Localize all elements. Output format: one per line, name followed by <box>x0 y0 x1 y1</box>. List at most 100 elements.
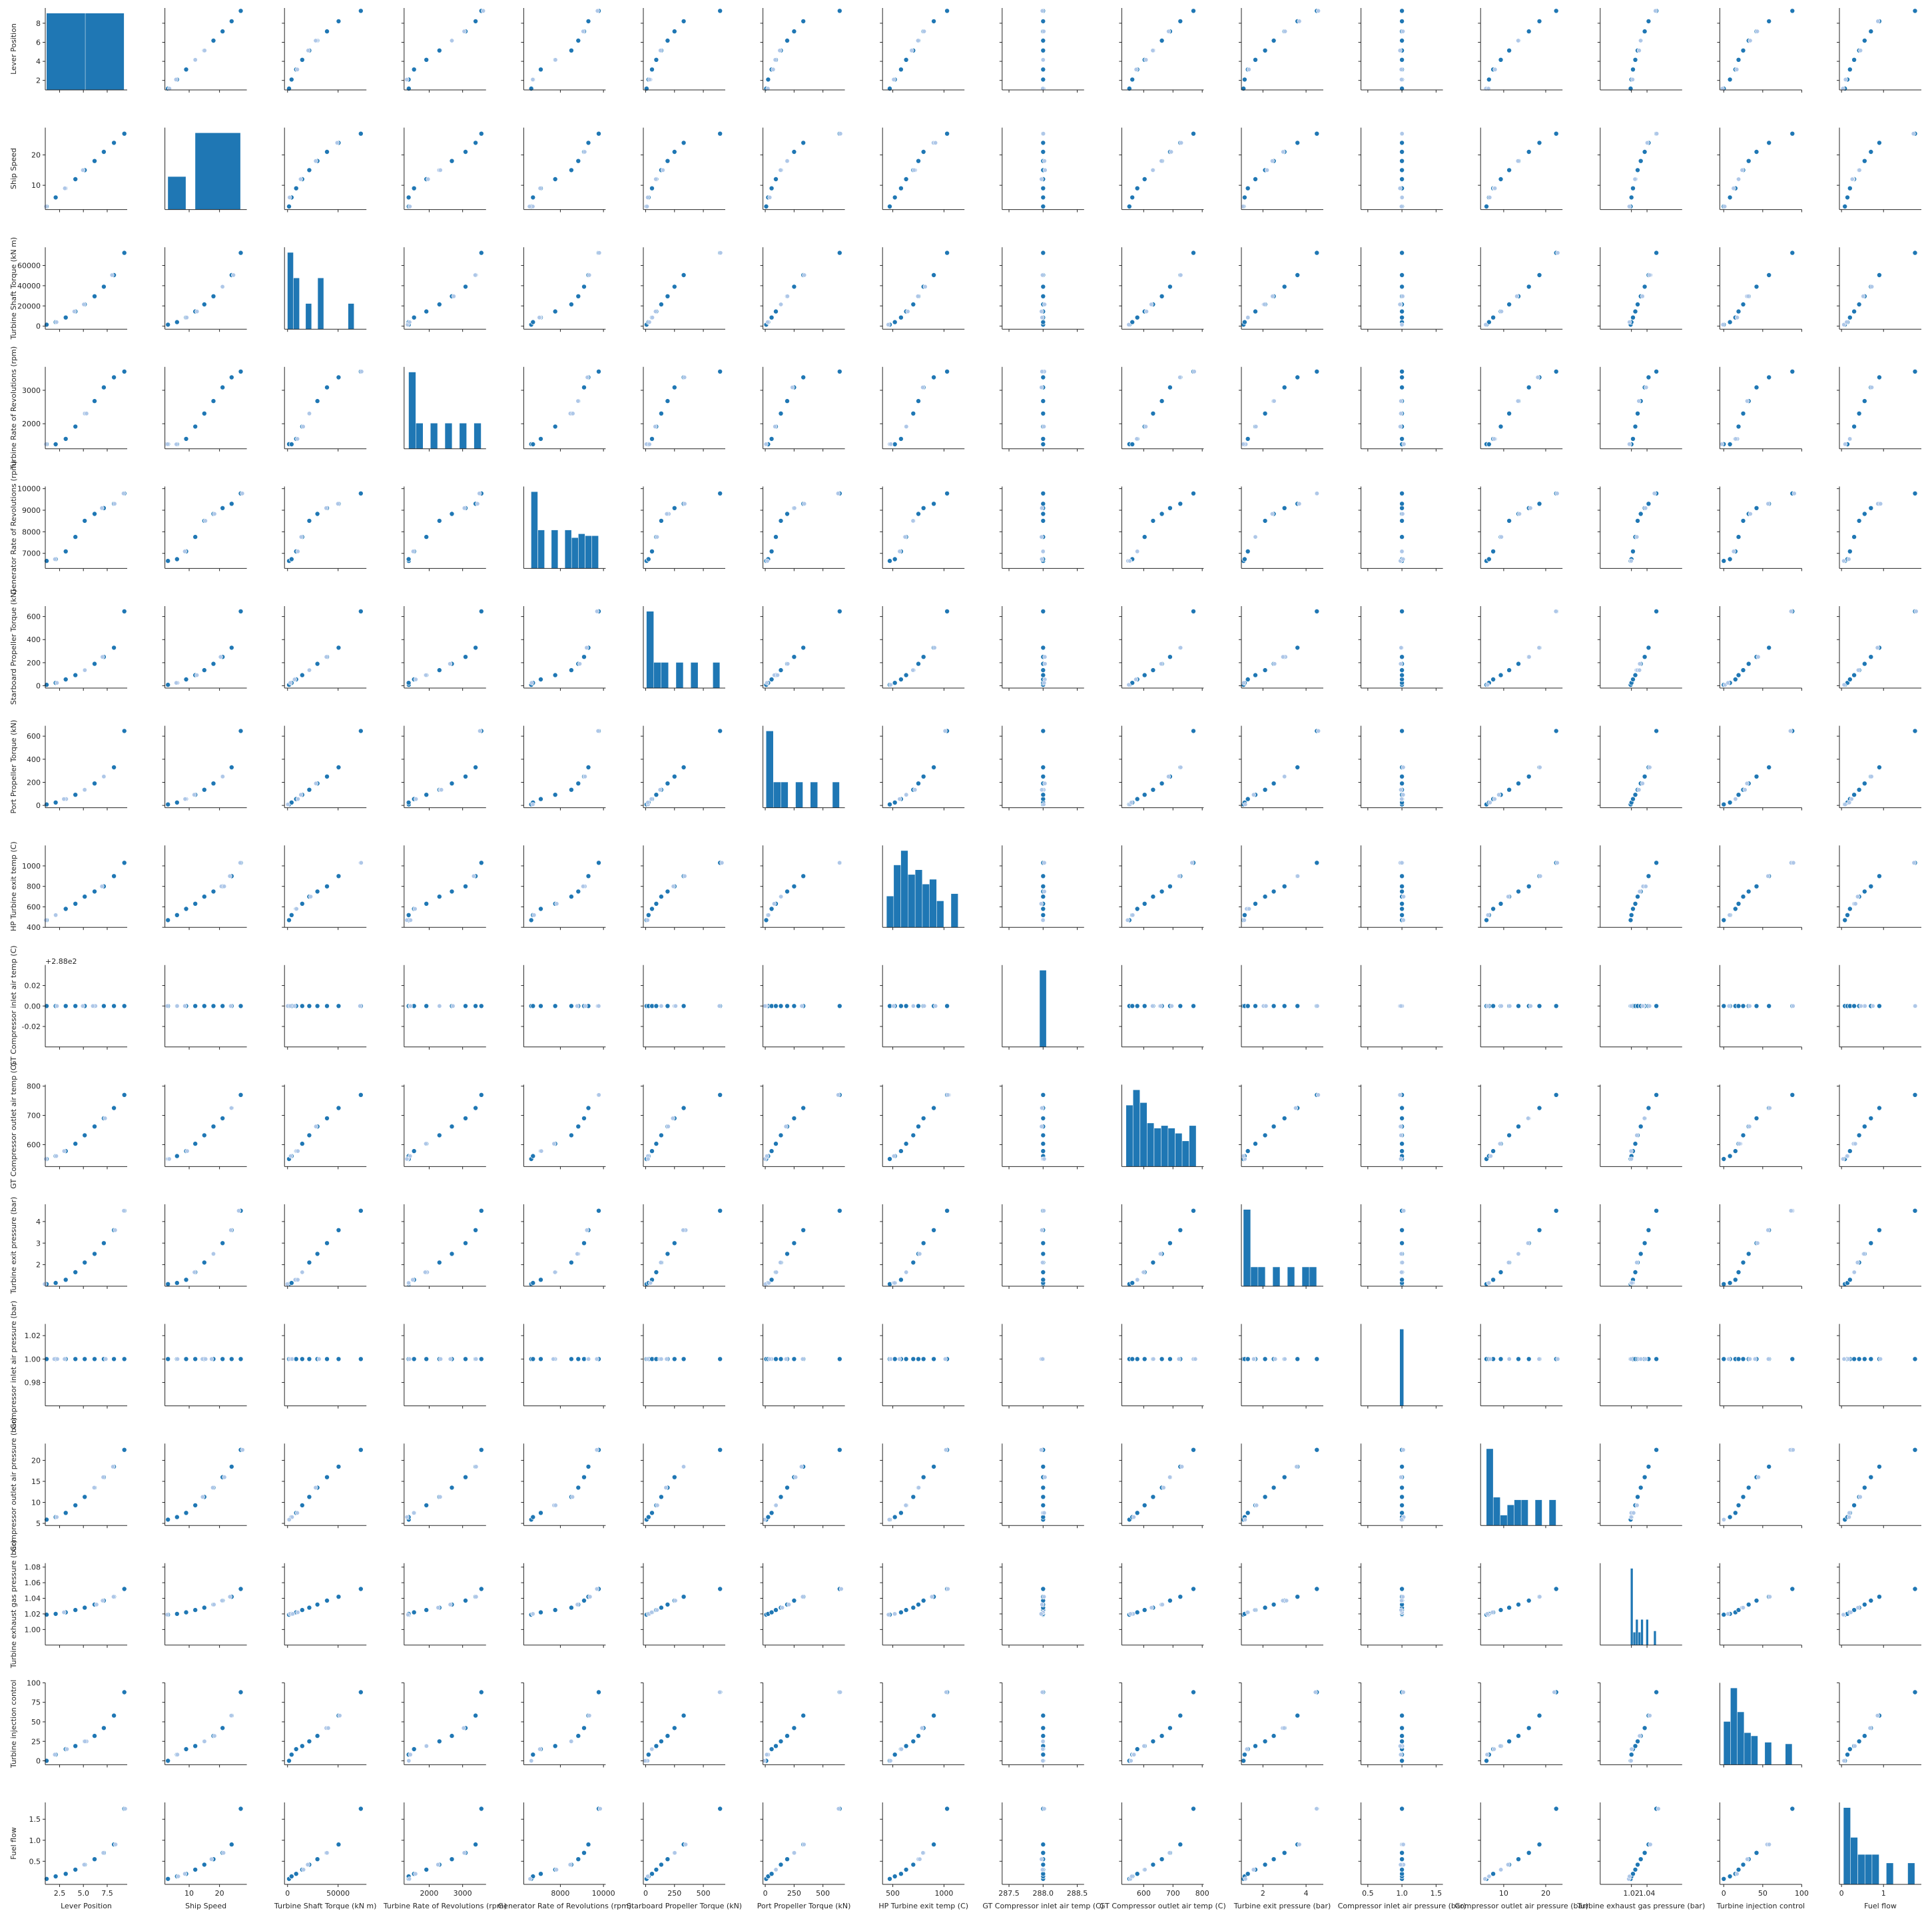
scatter-point <box>1129 1003 1135 1009</box>
scatter-point <box>838 1690 843 1695</box>
histogram-bar <box>1549 1499 1556 1526</box>
scatter-point <box>1399 1510 1405 1516</box>
scatter-point <box>299 901 305 907</box>
y-axis-label: Compressor inlet air pressure (bar) <box>9 1301 18 1429</box>
scatter-point <box>774 1270 779 1275</box>
scatter-point <box>1627 320 1632 325</box>
scatter-point <box>1483 203 1489 209</box>
scatter-point <box>308 894 313 899</box>
scatter-point <box>1644 385 1649 390</box>
scatter-point <box>1245 185 1251 191</box>
scatter-point <box>192 1356 198 1362</box>
scatter-point <box>778 410 784 416</box>
y-tick-label: 100 <box>27 1679 41 1687</box>
scatter-point <box>1399 787 1404 793</box>
scatter-point <box>1150 894 1156 900</box>
scatter-point <box>1040 77 1046 83</box>
y-tick-label: 1.02 <box>25 1332 41 1340</box>
scatter-point <box>553 1503 558 1508</box>
histogram-bar <box>691 662 698 688</box>
scatter-point <box>238 250 244 256</box>
scatter-point <box>1040 57 1046 63</box>
scatter-point <box>473 140 479 146</box>
scatter-point <box>1553 368 1559 374</box>
histogram-bar <box>531 492 538 569</box>
scatter-point <box>570 411 575 416</box>
scatter-point <box>73 1270 79 1276</box>
scatter-point <box>1506 787 1512 793</box>
scatter-point <box>313 781 318 786</box>
scatter-point <box>1399 1517 1405 1522</box>
scatter-point <box>1498 57 1504 63</box>
scatter-point <box>1399 912 1405 918</box>
scatter-point <box>772 901 777 907</box>
scatter-point <box>1851 534 1857 540</box>
panel-turbine-shaft-torque-kn-m-vs-turbine-exhaust-gas-pressure-bar <box>1597 247 1682 332</box>
scatter-point <box>1553 131 1559 137</box>
histogram-bar <box>571 538 578 569</box>
scatter-point <box>82 518 88 524</box>
scatter-point <box>1040 518 1046 524</box>
scatter-point <box>1399 411 1404 416</box>
scatter-point <box>1399 1494 1405 1500</box>
scatter-point <box>1176 1356 1181 1361</box>
scatter-point <box>1788 609 1793 614</box>
scatter-point <box>1536 1356 1542 1361</box>
scatter-point <box>111 374 117 380</box>
scatter-point <box>1042 1475 1048 1480</box>
scatter-point <box>791 1115 797 1121</box>
scatter-point <box>594 609 599 614</box>
scatter-point <box>1262 518 1268 524</box>
scatter-point <box>1754 149 1760 155</box>
scatter-point <box>1756 654 1761 659</box>
scatter-point <box>1159 398 1165 404</box>
scatter-point <box>295 436 300 442</box>
scatter-point <box>943 1447 948 1453</box>
scatter-point <box>1746 661 1752 667</box>
scatter-point <box>192 1141 198 1147</box>
scatter-point <box>238 1689 244 1695</box>
scatter-point <box>659 1003 664 1008</box>
scatter-point <box>1253 672 1259 678</box>
scatter-point <box>891 77 896 82</box>
scatter-point <box>473 1713 479 1719</box>
scatter-point <box>1253 424 1259 429</box>
scatter-point <box>448 1602 453 1607</box>
scatter-point <box>1646 374 1652 380</box>
scatter-point <box>838 1587 844 1592</box>
scatter-point <box>1538 873 1543 879</box>
panel-turbine-rate-of-revolutions-rpm-vs-turbine-injection-control <box>1717 366 1802 452</box>
scatter-point <box>1869 774 1874 779</box>
panel-starboard-propeller-torque-kn-vs-fuel-flow <box>1837 606 1921 691</box>
scatter-point <box>645 1752 651 1758</box>
scatter-point <box>1843 77 1848 82</box>
scatter-point <box>1191 369 1197 374</box>
scatter-point <box>121 1586 127 1592</box>
scatter-point <box>898 67 904 73</box>
scatter-point <box>769 677 775 683</box>
scatter-point <box>644 204 649 209</box>
scatter-point <box>1856 1132 1862 1138</box>
scatter-point <box>1913 1003 1918 1008</box>
scatter-point <box>1144 309 1149 314</box>
scatter-point <box>424 308 430 314</box>
scatter-point <box>449 1733 455 1739</box>
scatter-point <box>1125 917 1130 923</box>
scatter-point <box>201 667 207 673</box>
scatter-point <box>575 1733 581 1739</box>
scatter-point <box>1399 1463 1405 1469</box>
scatter-point <box>1040 765 1046 771</box>
histogram-bar <box>653 662 661 688</box>
scatter-point <box>575 1485 581 1491</box>
scatter-point <box>910 1356 916 1362</box>
panel-generator-rate-of-revolutions-rpm-vs-starboard-propeller-torque-kn <box>641 486 725 572</box>
scatter-point <box>898 436 904 442</box>
scatter-point <box>1483 917 1489 923</box>
scatter-point <box>1040 1115 1046 1121</box>
panel-starboard-propeller-torque-kn-vs-turbine-exit-pressure-bar <box>1239 606 1323 691</box>
scatter-point <box>202 48 207 53</box>
scatter-point <box>769 1746 775 1752</box>
scatter-point <box>1241 912 1247 918</box>
scatter-point <box>238 728 244 734</box>
scatter-point <box>665 1733 671 1739</box>
